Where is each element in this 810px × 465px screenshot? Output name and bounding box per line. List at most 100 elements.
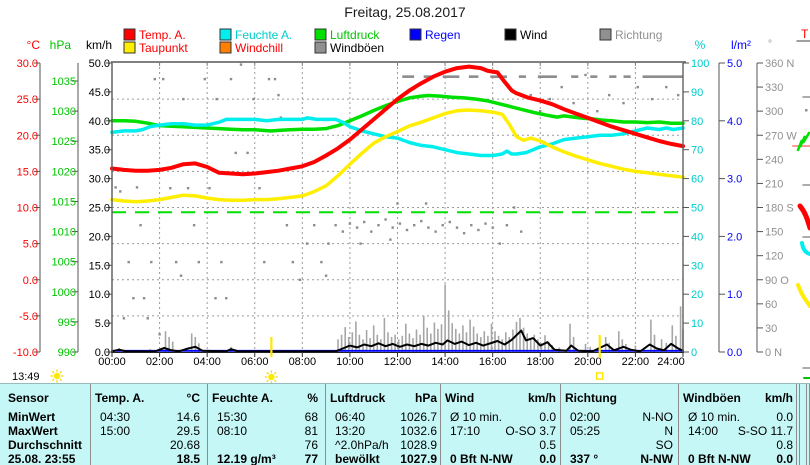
axis-direction-tick: 60 <box>765 299 777 311</box>
legend-swatch-temp <box>123 28 136 41</box>
table-divider <box>806 384 807 465</box>
axis-pressure-tick: 1010 <box>52 227 76 239</box>
x-axis-label: 14:00 <box>431 356 459 368</box>
axis-direction-tick: 330 <box>765 82 783 94</box>
axis-direction-tick: 180 S <box>765 203 794 215</box>
stats-cell-value: 76 <box>304 438 318 452</box>
stats-col-header: Temp. A. <box>95 391 145 405</box>
axis-unit-windspeed: km/h <box>86 38 112 52</box>
next-panel-title-fragment: T <box>801 27 809 41</box>
stats-cell-value: 0.8 <box>776 438 793 452</box>
legend-label-windchill: Windchill <box>235 41 283 55</box>
axis-windspeed-tick: 15.0 <box>89 260 110 272</box>
sensor-stats-table: Sensor Temp. A. °C Feuchte A.% Luftdruck hPa W… <box>0 383 810 465</box>
axis-pressure-tick: 995 <box>58 317 76 329</box>
legend-swatch-richtung <box>599 28 612 41</box>
legend-item-taupunkt[interactable]: Taupunkt <box>123 41 188 55</box>
axis-rain-tick: 5.0 <box>727 58 742 70</box>
x-axis-label: 12:00 <box>384 356 412 368</box>
clock-sun-icon <box>50 369 64 383</box>
legend-item-wind[interactable]: Wind <box>504 28 547 42</box>
legend-item-richtung[interactable]: Richtung <box>599 28 662 42</box>
axis-humidity-tick: 50 <box>691 203 703 215</box>
stats-col-header: Windböen <box>683 391 741 405</box>
axis-rain-tick: 4.0 <box>727 116 742 128</box>
axis-pressure-tick: 990 <box>58 347 76 359</box>
axis-pressure-tick: 1015 <box>52 196 76 208</box>
x-axis-label: 24:00 <box>657 356 685 368</box>
axis-windspeed-tick: 40.0 <box>89 116 110 128</box>
x-axis-label: 20:00 <box>574 356 602 368</box>
legend-item-temp[interactable]: Temp. A. <box>123 28 186 42</box>
stats-col-unit: hPa <box>414 391 437 405</box>
axis-unit-humidity: % <box>695 38 706 52</box>
clock-label: 13:49 <box>12 371 40 383</box>
axis-windspeed-tick: 45.0 <box>89 87 110 99</box>
series-feuchte <box>110 116 685 158</box>
weather-chart: Freitag, 25.08.2017 13:49 30.0 25.0 20.0 15… <box>12 4 810 384</box>
x-axis-label: 04:00 <box>193 356 221 368</box>
x-axis-label: 10:00 <box>336 356 364 368</box>
table-divider <box>796 384 797 465</box>
x-axis-label: 00:00 <box>98 356 126 368</box>
legend-item-windboeen[interactable]: Windböen <box>314 41 384 55</box>
axis-rain-tick: 2.0 <box>727 231 742 243</box>
stats-cell-value: 0.0 <box>539 452 556 465</box>
series-temp <box>110 64 685 177</box>
legend-label-richtung: Richtung <box>615 28 662 42</box>
axis-pressure-tick: 1025 <box>52 136 76 148</box>
axis-temp-tick: -10.0 <box>13 347 38 359</box>
stats-col-unit: km/h <box>764 391 793 405</box>
axis-humidity-tick: 40 <box>691 231 703 243</box>
axis-humidity-tick: 20 <box>691 289 703 301</box>
stats-row-label: Durchschnitt <box>8 438 83 452</box>
legend-item-feuchte[interactable]: Feuchte A. <box>219 28 292 42</box>
stats-cell-value: 14.6 <box>176 410 200 424</box>
legend-item-windchill[interactable]: Windchill <box>219 41 283 55</box>
legend-label-taupunkt: Taupunkt <box>139 41 188 55</box>
axis-direction-tick: 240 <box>765 154 783 166</box>
stats-cell-label: 08:10 <box>217 424 248 438</box>
axis-direction-tick: 210 <box>765 178 783 190</box>
axis-humidity-tick: 80 <box>691 116 703 128</box>
stats-cell-label: 06:40 <box>335 410 366 424</box>
axis-humidity-tick: 100 <box>691 58 709 70</box>
x-axis-label: 06:00 <box>241 356 269 368</box>
stats-cell-value: 1028.9 <box>400 438 437 452</box>
axis-windspeed-tick: 0.0 <box>95 347 110 359</box>
stats-row-label: 25.08. 23:55 <box>8 452 76 465</box>
axis-direction-tick: 90 O <box>765 275 789 287</box>
axis-windspeed-tick: 10.0 <box>89 289 110 301</box>
stats-row-label: MinWert <box>8 410 56 424</box>
axis-direction-tick: 270 W <box>765 130 797 142</box>
stats-cell-value: S-SO 11.7 <box>737 424 793 438</box>
axis-direction-tick: 360 N <box>765 58 794 70</box>
stats-col-unit: % <box>307 391 318 405</box>
legend-item-regen[interactable]: Regen <box>409 28 460 42</box>
legend-label-wind: Wind <box>520 28 547 42</box>
stats-cell-value: 68 <box>304 410 318 424</box>
stats-cell-label: Ø 10 min. <box>450 410 503 424</box>
series-windboeen <box>118 284 684 352</box>
stats-cell-value: 0.0 <box>776 452 793 465</box>
axis-direction-tick: 300 <box>765 106 783 118</box>
stats-cell-value: 1032.6 <box>400 424 437 438</box>
stats-cell-value: SO <box>655 438 673 452</box>
table-divider <box>560 384 561 465</box>
stats-cell-value: 81 <box>304 424 318 438</box>
axis-temp-tick: 0.0 <box>23 275 38 287</box>
axis-humidity-tick: 30 <box>691 260 703 272</box>
chart-title: Freitag, 25.08.2017 <box>344 4 466 20</box>
axis-temp-tick: 10.0 <box>17 203 38 215</box>
legend-item-luftdruck[interactable]: Luftdruck <box>314 28 380 42</box>
axis-pressure-tick: 1000 <box>52 287 76 299</box>
legend-swatch-feuchte <box>219 28 232 41</box>
table-divider <box>440 384 441 465</box>
x-axis-label: 18:00 <box>526 356 554 368</box>
legend-label-regen: Regen <box>425 28 460 42</box>
stats-cell-label: 15:30 <box>217 410 248 424</box>
axis-temp-tick: -5.0 <box>19 311 38 323</box>
axis-windspeed-tick: 35.0 <box>89 145 110 157</box>
stats-cell-value: 77 <box>304 452 318 465</box>
axis-windspeed-tick: 5.0 <box>95 318 110 330</box>
